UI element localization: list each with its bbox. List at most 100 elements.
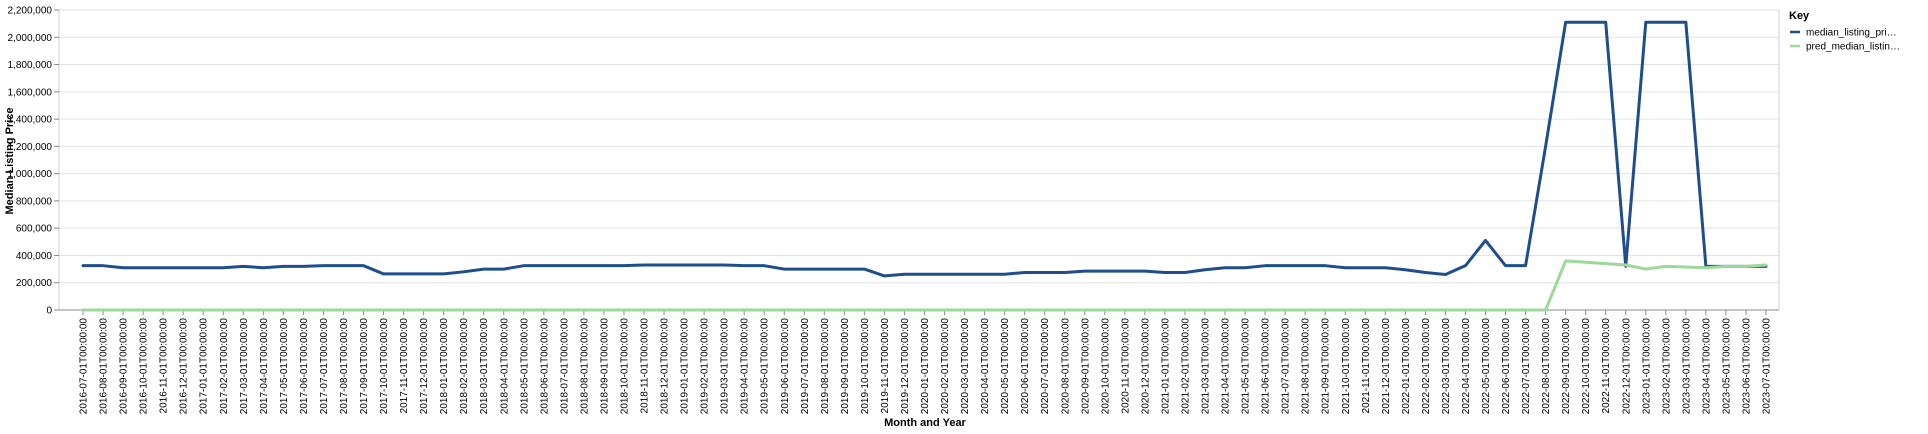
x-tick-label: 2018-06-01T00:00:00 [539, 318, 550, 415]
x-tick-label: 2017-12-01T00:00:00 [419, 318, 430, 415]
x-tick-label: 2022-12-01T00:00:00 [1621, 318, 1632, 415]
x-tick-label: 2020-07-01T00:00:00 [1040, 318, 1051, 415]
x-tick-label: 2018-08-01T00:00:00 [579, 318, 590, 415]
y-tick-label: 200,000 [16, 278, 53, 289]
x-tick-label: 2020-05-01T00:00:00 [1000, 318, 1011, 415]
series-lines [81, 20, 1768, 312]
x-tick-label: 2022-11-01T00:00:00 [1601, 318, 1612, 414]
y-tick-label: 400,000 [16, 251, 53, 262]
x-tick-label: 2019-09-01T00:00:00 [840, 318, 851, 415]
x-tick-label: 2023-02-01T00:00:00 [1661, 318, 1672, 415]
series-line-2 [81, 259, 1768, 312]
x-tick-label: 2021-08-01T00:00:00 [1301, 318, 1312, 415]
x-tick-label: 2020-01-01T00:00:00 [920, 318, 931, 415]
x-tick-label: 2023-03-01T00:00:00 [1681, 318, 1692, 415]
x-tick-label: 2016-11-01T00:00:00 [159, 318, 170, 414]
x-tick-label: 2021-09-01T00:00:00 [1321, 318, 1332, 415]
x-tick-label: 2018-05-01T00:00:00 [519, 318, 530, 415]
y-tick-label: 2,000,000 [8, 33, 53, 44]
x-tick-label: 2020-06-01T00:00:00 [1020, 318, 1031, 415]
x-tick-label: 2017-07-01T00:00:00 [319, 318, 330, 415]
x-tick-label: 2022-07-01T00:00:00 [1521, 318, 1532, 415]
y-tick-label: 2,200,000 [8, 6, 53, 17]
x-tick-label: 2023-01-01T00:00:00 [1641, 318, 1652, 415]
x-tick-label: 2019-06-01T00:00:00 [780, 318, 791, 415]
x-tick-label: 2020-11-01T00:00:00 [1120, 318, 1131, 414]
x-tick-label: 2018-12-01T00:00:00 [660, 318, 671, 415]
x-tick-label: 2022-08-01T00:00:00 [1541, 318, 1552, 415]
x-tick-label: 2017-01-01T00:00:00 [199, 318, 210, 415]
x-tick-label: 2017-02-01T00:00:00 [219, 318, 230, 415]
x-tick-label: 2020-08-01T00:00:00 [1060, 318, 1071, 415]
x-tick-label: 2022-10-01T00:00:00 [1581, 318, 1592, 415]
grid-lines [58, 9, 1780, 311]
x-tick-label: 2023-04-01T00:00:00 [1701, 318, 1712, 415]
x-tick-label: 2018-09-01T00:00:00 [599, 318, 610, 415]
x-tick-label: 2019-10-01T00:00:00 [860, 318, 871, 415]
x-tick-label: 2017-05-01T00:00:00 [279, 318, 290, 415]
x-tick-label: 2020-10-01T00:00:00 [1100, 318, 1111, 415]
x-tick-label: 2017-04-01T00:00:00 [259, 318, 270, 415]
x-tick-label: 2022-09-01T00:00:00 [1561, 318, 1572, 415]
legend-label: pred_median_listin… [1806, 42, 1900, 53]
x-tick-label: 2019-02-01T00:00:00 [700, 318, 711, 415]
y-axis-title: Median Listing Price [4, 108, 16, 215]
y-tick-label: 1,200,000 [8, 142, 53, 153]
x-tick-label: 2018-01-01T00:00:00 [439, 318, 450, 415]
x-tick-label: 2021-01-01T00:00:00 [1160, 318, 1171, 415]
x-tick-label: 2016-12-01T00:00:00 [179, 318, 190, 415]
x-tick-label: 2018-11-01T00:00:00 [640, 318, 651, 414]
x-tick-label: 2019-03-01T00:00:00 [720, 318, 731, 415]
x-tick-label: 2021-07-01T00:00:00 [1281, 318, 1292, 415]
x-tick-label: 2019-05-01T00:00:00 [760, 318, 771, 415]
x-tick-label: 2023-06-01T00:00:00 [1741, 318, 1752, 415]
x-tick-label: 2021-04-01T00:00:00 [1221, 318, 1232, 415]
legend: Key median_listing_pri… pred_median_listi… [1789, 10, 1900, 53]
y-tick-label: 1,800,000 [8, 60, 53, 71]
x-tick-label: 2018-02-01T00:00:00 [459, 318, 470, 415]
x-tick-label: 2019-08-01T00:00:00 [820, 318, 831, 415]
x-tick-label: 2023-05-01T00:00:00 [1721, 318, 1732, 415]
x-tick-label: 2021-05-01T00:00:00 [1241, 318, 1252, 415]
series-line-1 [81, 20, 1768, 278]
y-tick-label: 0 [46, 306, 52, 317]
x-tick-label: 2016-10-01T00:00:00 [139, 318, 150, 415]
x-tick-label: 2019-11-01T00:00:00 [880, 318, 891, 414]
x-tick-label: 2018-03-01T00:00:00 [479, 318, 490, 415]
x-tick-label: 2017-06-01T00:00:00 [299, 318, 310, 415]
legend-label: median_listing_pri… [1806, 28, 1897, 39]
x-tick-label: 2021-11-01T00:00:00 [1361, 318, 1372, 414]
x-tick-label: 2022-03-01T00:00:00 [1441, 318, 1452, 415]
x-tick-label: 2017-09-01T00:00:00 [359, 318, 370, 415]
x-tick-label: 2022-05-01T00:00:00 [1481, 318, 1492, 415]
y-tick-label: 800,000 [16, 196, 53, 207]
x-tick-label: 2017-03-01T00:00:00 [239, 318, 250, 415]
y-tick-label: 1,400,000 [8, 115, 53, 126]
y-axis: 0 200,000 400,000 600,000 800,000 1,000,000 1,… [8, 6, 59, 317]
x-tick-label: 2022-06-01T00:00:00 [1501, 318, 1512, 415]
y-tick-label: 1,600,000 [8, 87, 53, 98]
x-tick-label: 2019-01-01T00:00:00 [680, 318, 691, 415]
y-tick-label: 600,000 [16, 224, 53, 235]
x-tick-label: 2017-08-01T00:00:00 [339, 318, 350, 415]
x-tick-label: 2019-12-01T00:00:00 [900, 318, 911, 415]
x-axis: 2016-07-01T00:00:00 2016-08-01T00:00:00 20… [59, 309, 1779, 415]
x-tick-label: 2021-10-01T00:00:00 [1341, 318, 1352, 415]
x-tick-label: 2017-10-01T00:00:00 [379, 318, 390, 415]
x-tick-label: 2019-07-01T00:00:00 [800, 318, 811, 415]
x-tick-label: 2021-03-01T00:00:00 [1201, 318, 1212, 415]
x-tick-label: 2020-04-01T00:00:00 [980, 318, 991, 415]
x-tick-label: 2016-07-01T00:00:00 [79, 318, 90, 415]
x-tick-label: 2023-07-01T00:00:00 [1762, 318, 1773, 415]
x-tick-label: 2021-12-01T00:00:00 [1381, 318, 1392, 415]
x-tick-label: 2017-11-01T00:00:00 [399, 318, 410, 414]
x-tick-label: 2018-07-01T00:00:00 [559, 318, 570, 415]
x-tick-label: 2022-02-01T00:00:00 [1421, 318, 1432, 415]
x-tick-label: 2018-10-01T00:00:00 [619, 318, 630, 415]
x-tick-label: 2016-09-01T00:00:00 [119, 318, 130, 415]
x-axis-title: Month and Year [884, 417, 966, 429]
x-tick-label: 2020-03-01T00:00:00 [960, 318, 971, 415]
x-tick-label: 2020-09-01T00:00:00 [1080, 318, 1091, 415]
x-tick-label: 2016-08-01T00:00:00 [99, 318, 110, 415]
